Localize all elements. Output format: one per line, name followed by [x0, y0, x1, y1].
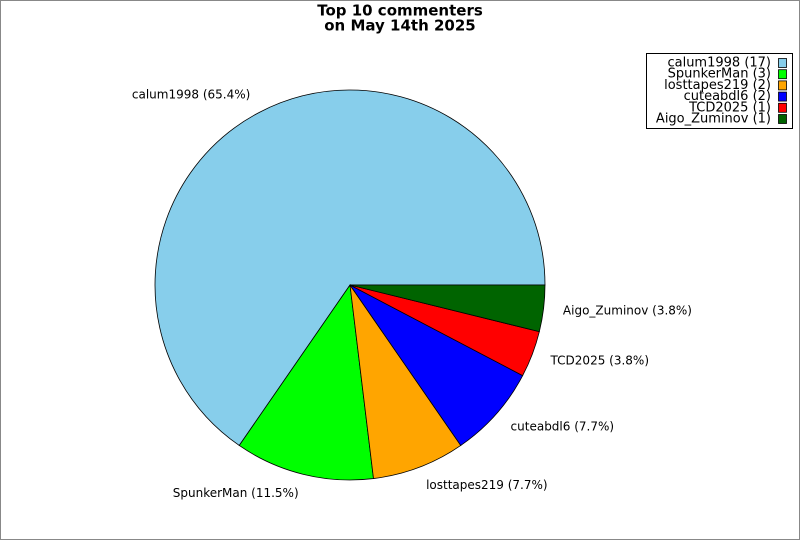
- legend-label: Aigo_Zuminov (1): [656, 112, 771, 127]
- legend-label: TCD2025 (1): [688, 100, 771, 115]
- legend-swatch: [778, 80, 787, 91]
- legend-label: cuteabdl6 (2): [684, 89, 771, 104]
- legend-swatch: [778, 91, 787, 102]
- legend-label: calum1998 (17): [667, 56, 771, 71]
- pie-slice: [238, 283, 374, 481]
- legend-label: SpunkerMan (3): [668, 67, 771, 82]
- legend-swatch: [778, 102, 787, 113]
- pie-slice: [349, 284, 546, 333]
- legend-swatch: [778, 114, 787, 124]
- legend-swatch: [778, 69, 787, 80]
- legend-swatch: [778, 58, 787, 68]
- slice-label: Aigo_Zuminov (3.8%): [563, 303, 692, 317]
- slice-label: losttapes219 (7.7%): [426, 478, 548, 492]
- slice-label: TCD2025 (3.8%): [550, 354, 649, 368]
- legend-label: losttapes219 (2): [664, 78, 771, 93]
- pie-slice: [349, 284, 524, 447]
- chart-title: Top 10 commenters: [317, 2, 483, 20]
- pie-slice: [154, 89, 546, 447]
- slice-label: SpunkerMan (11.5%): [173, 486, 299, 500]
- legend-box: [646, 53, 793, 129]
- slice-label: calum1998 (65.4%): [132, 88, 250, 102]
- chart-title: on May 14th 2025: [324, 17, 476, 35]
- pie-slice: [349, 284, 462, 480]
- slice-label: cuteabdl6 (7.7%): [511, 420, 615, 434]
